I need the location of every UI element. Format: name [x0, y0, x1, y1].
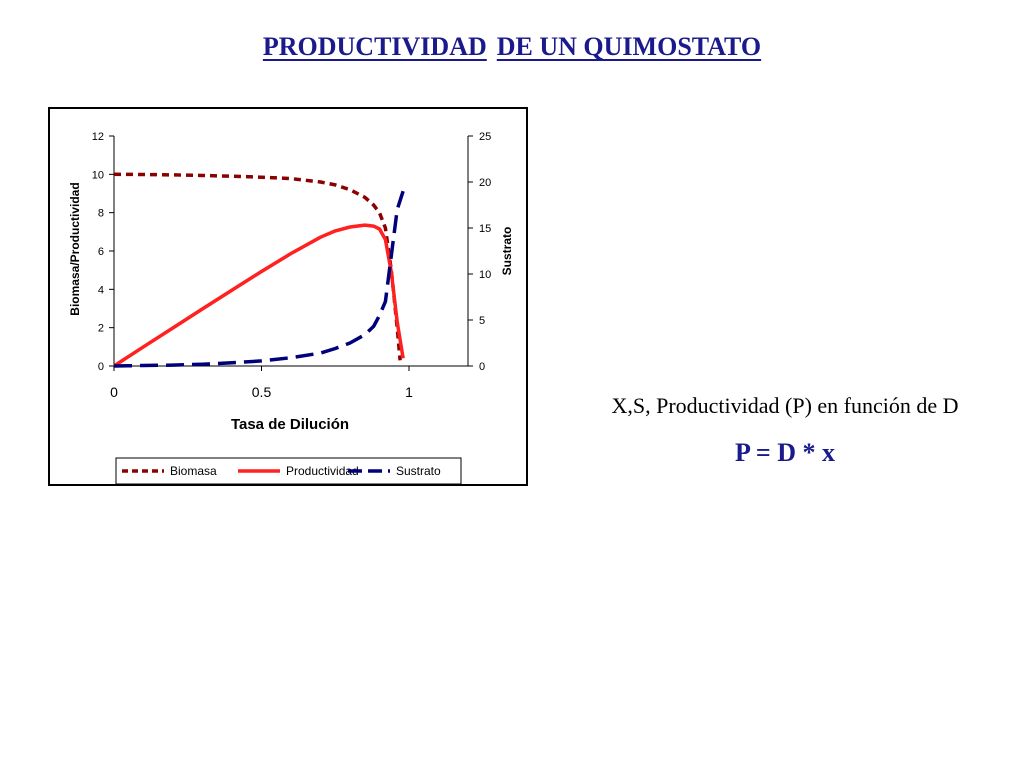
y-left-tick-label: 12: [92, 131, 104, 143]
chart-legend: Biomasa Productividad Sustrato: [115, 457, 462, 484]
y-left-tick-label: 6: [98, 246, 104, 258]
chart-frame: 0 2 4 6 8 10 12 0 5 10 15 20 25 0 0.5 1 Tasa de Dilució…: [48, 107, 528, 486]
chart-axes: 0 2 4 6 8 10 12 0 5 10 15 20 25 0 0.5 1: [92, 131, 492, 400]
chemostat-chart: 0 2 4 6 8 10 12 0 5 10 15 20 25 0 0.5 1 Tasa de Dilució…: [68, 131, 514, 484]
legend-label-biomasa: Biomasa: [170, 464, 217, 478]
slide-title-part1: PRODUCTIVIDAD: [262, 32, 487, 61]
y-right-tick-label: 25: [479, 131, 491, 143]
x-tick-label: 0.5: [252, 384, 272, 400]
x-axis-label: Tasa de Dilución: [231, 416, 349, 433]
y-left-tick-label: 4: [98, 284, 104, 296]
slide-title: PRODUCTIVIDAD DE UN QUIMOSTATO: [0, 32, 1024, 62]
chart-caption: X,S, Productividad (P) en función de D: [611, 393, 959, 418]
chart-series: [113, 172, 405, 368]
series-line-sustrato: [113, 190, 405, 368]
y-right-tick-label: 5: [479, 315, 485, 327]
legend-label-productividad: Productividad: [286, 464, 359, 478]
legend-label-sustrato: Sustrato: [396, 464, 441, 478]
y-right-tick-label: 10: [479, 269, 491, 281]
y-left-tick-label: 8: [98, 208, 104, 220]
y-left-tick-label: 2: [98, 323, 104, 335]
y-right-tick-label: 15: [479, 223, 491, 235]
y-left-tick-label: 10: [92, 169, 104, 181]
series-line-productividad: [113, 223, 405, 368]
y-right-axis-label: Sustrato: [500, 227, 514, 276]
y-right-tick-label: 0: [479, 361, 485, 373]
x-tick-label: 0: [110, 384, 118, 400]
y-left-tick-label: 0: [98, 361, 104, 373]
legend-box: [115, 457, 462, 484]
y-left-axis-label: Biomasa/Productividad: [68, 182, 82, 315]
y-right-tick-label: 20: [479, 177, 491, 189]
slide-title-part2: DE UN QUIMOSTATO: [496, 32, 762, 61]
series-line-biomasa: [113, 172, 402, 361]
productivity-formula: P = D * x: [734, 438, 836, 467]
x-tick-label: 1: [405, 384, 413, 400]
